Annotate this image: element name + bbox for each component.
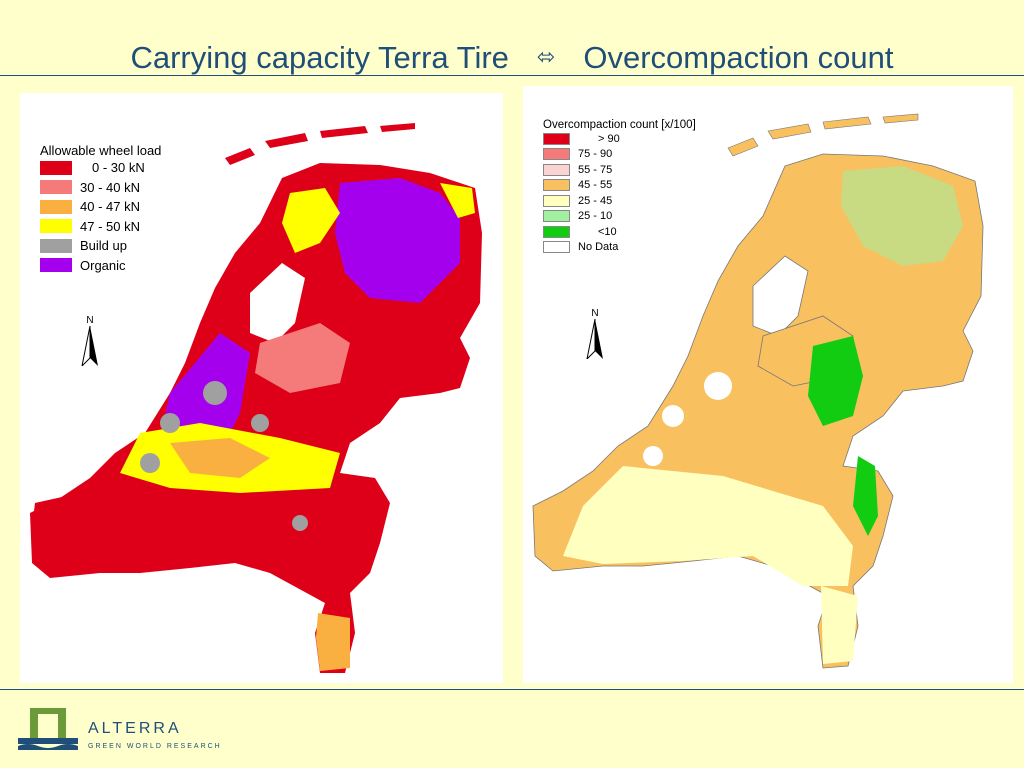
- zeeland-island: [32, 493, 100, 533]
- nodata-hague: [662, 405, 684, 427]
- legend-swatch: [543, 148, 570, 161]
- title-right: Overcompaction count: [583, 40, 894, 75]
- yellow-north: [282, 188, 340, 253]
- wadden-1: [225, 148, 255, 165]
- legend-label: 45 - 55: [578, 179, 613, 192]
- legend-swatch: [543, 225, 570, 238]
- legend-label: 30 - 40 kN: [80, 179, 140, 195]
- north-label: N: [591, 308, 599, 319]
- overcompaction-map: [532, 113, 984, 669]
- alterra-logo-icon: [18, 708, 78, 750]
- legend-swatch: [40, 238, 72, 253]
- ijsselmeer: [250, 263, 305, 343]
- nodata-amsterdam: [704, 372, 732, 400]
- wadden-2: [767, 123, 812, 140]
- title-left: Carrying capacity Terra Tire: [130, 40, 509, 75]
- legend-item: 0 - 30 kN: [40, 158, 161, 178]
- legend-item: 25 - 10: [543, 209, 696, 225]
- wadden-4: [380, 123, 415, 132]
- overcompaction-legend: Overcompaction count [x/100] > 90 75 - 9…: [543, 119, 696, 255]
- legend-item: No Data: [543, 240, 696, 256]
- wadden-2: [265, 133, 308, 148]
- legend-swatch: [543, 194, 570, 207]
- legend-title: Overcompaction count [x/100]: [543, 119, 696, 131]
- wadden-1: [727, 137, 759, 157]
- legend-label: 75 - 90: [578, 148, 613, 161]
- legend-label: Organic: [80, 257, 126, 273]
- wadden-4: [882, 113, 919, 124]
- limburg-south: [316, 613, 350, 671]
- legend-swatch: [543, 132, 570, 145]
- legend-label: 0 - 30 kN: [92, 160, 145, 176]
- legend-title: Allowable wheel load: [40, 143, 162, 158]
- legend-swatch: [543, 241, 570, 254]
- legend-item: 47 - 50 kN: [40, 217, 161, 237]
- double-arrow-icon: ⬄: [536, 44, 556, 69]
- legend-swatch: [543, 210, 570, 223]
- nodata-rotterdam: [643, 446, 663, 466]
- legend-swatch: [543, 163, 570, 176]
- wheel-load-map: [30, 123, 482, 673]
- buildup-amsterdam: [203, 381, 227, 405]
- flevoland: [255, 323, 350, 393]
- legend-item: 25 - 45: [543, 193, 696, 209]
- legend-item: > 90: [543, 131, 696, 147]
- legend-item: 30 - 40 kN: [40, 178, 161, 198]
- legend-swatch: [543, 179, 570, 192]
- wheel-load-map-panel: Allowable wheel load 0 - 30 kN 30 - 40 k…: [20, 93, 503, 683]
- legend-swatch: [40, 258, 72, 273]
- overcompaction-map-panel: Overcompaction count [x/100] > 90 75 - 9…: [523, 86, 1013, 683]
- legend-item: <10: [543, 224, 696, 240]
- buildup-rotterdam: [140, 453, 160, 473]
- logo-name: ALTERRA: [88, 720, 182, 737]
- orange-river-band: [170, 438, 270, 478]
- legend-item: 55 - 75: [543, 162, 696, 178]
- slide-title: Carrying capacity Terra Tire ⬄ Overcompact…: [0, 40, 1024, 76]
- legend-label: 55 - 75: [578, 163, 613, 176]
- legend-swatch: [40, 219, 72, 234]
- yellow-northeast: [440, 183, 475, 218]
- buildup-hague: [160, 413, 180, 433]
- organic-region-north: [335, 178, 460, 303]
- green-east-river: [853, 456, 878, 536]
- logo-tagline: GREEN WORLD RESEARCH: [88, 743, 222, 750]
- north-arrow-icon: N: [80, 315, 100, 371]
- lightgreen-north: [841, 166, 963, 266]
- wadden-3: [320, 126, 368, 138]
- legend-item: 40 - 47 kN: [40, 197, 161, 217]
- legend-item: Organic: [40, 256, 161, 276]
- north-label: N: [86, 315, 94, 326]
- buildup-eindhoven: [292, 515, 308, 531]
- green-veluwe: [808, 336, 863, 426]
- yellow-limburg: [821, 586, 858, 664]
- wadden-3: [822, 116, 872, 130]
- legend-swatch: [40, 199, 72, 214]
- ijsselmeer: [752, 255, 809, 337]
- wheel-load-legend: Allowable wheel load 0 - 30 kN 30 - 40 k…: [40, 143, 161, 275]
- legend-label: > 90: [598, 132, 620, 145]
- legend-label: <10: [598, 225, 617, 238]
- legend-label: Build up: [80, 238, 127, 254]
- legend-item: 45 - 55: [543, 178, 696, 194]
- title-divider: [0, 75, 1024, 76]
- buildup-utrecht: [251, 414, 269, 432]
- yellow-south: [563, 466, 853, 586]
- footer-divider: [0, 689, 1024, 690]
- legend-label: 47 - 50 kN: [80, 218, 140, 234]
- legend-label: 40 - 47 kN: [80, 199, 140, 215]
- north-arrow-icon: N: [585, 308, 605, 364]
- legend-label: 25 - 45: [578, 194, 613, 207]
- legend-label: No Data: [578, 241, 619, 254]
- legend-swatch: [40, 180, 72, 195]
- legend-swatch: [40, 160, 72, 175]
- legend-label: 25 - 10: [578, 210, 613, 223]
- legend-item: Build up: [40, 236, 161, 256]
- legend-item: 75 - 90: [543, 147, 696, 163]
